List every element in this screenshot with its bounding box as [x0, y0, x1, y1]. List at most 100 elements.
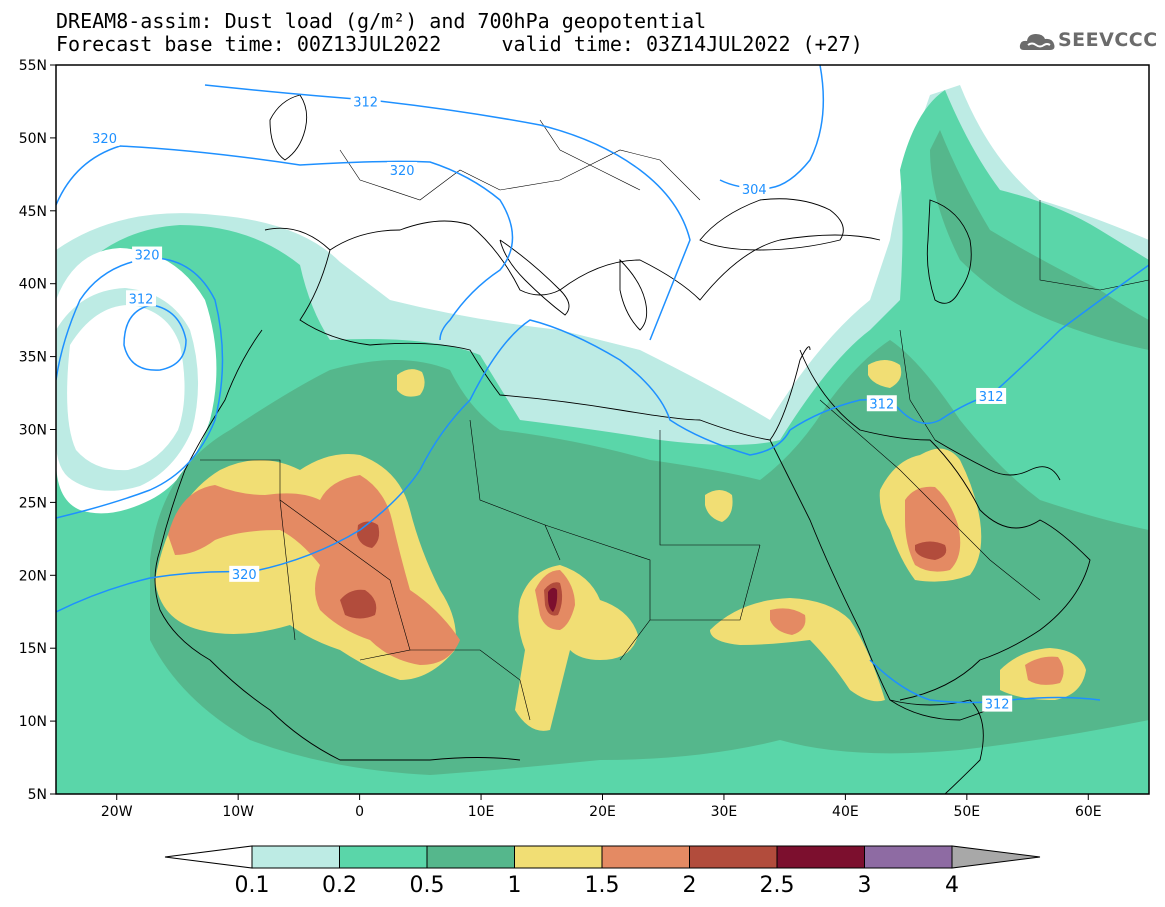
contour-label: 320 — [89, 129, 120, 147]
colorbar-swatch — [601, 845, 690, 869]
lat-tick-label: 40N — [19, 277, 47, 293]
border-europe-2 — [499, 149, 701, 201]
cloud-logo-icon — [1019, 34, 1055, 50]
contour-label: 312 — [866, 395, 897, 412]
lat-tick-label: 15N — [19, 641, 47, 657]
lon-tick-label: 60E — [1075, 804, 1102, 820]
latitude-axis: 55N 50N 45N 40N 35N 30N 25N 20N 15N 10N 5N — [19, 58, 56, 803]
colorbar-body — [164, 845, 1041, 869]
colorbar-under-triangle — [164, 845, 253, 869]
contour-320-atlantic — [56, 257, 224, 519]
colorbar-label: 1.5 — [585, 873, 620, 898]
colorbar-label: 0.1 — [235, 873, 270, 898]
colorbar-swatch — [776, 845, 865, 869]
border-chad — [544, 524, 651, 661]
chart-subtitle: Forecast base time: 00Z13JUL2022 valid t… — [56, 32, 863, 56]
coast-europe — [329, 220, 881, 301]
svg-text:312: 312 — [353, 95, 378, 110]
dust-band-1-spot3 — [868, 360, 902, 388]
contour-312-cyclone — [123, 304, 187, 371]
contour-label: 312 — [976, 387, 1007, 405]
dust-band-1.5-oman — [1025, 656, 1064, 685]
chart-title: DREAM8-assim: Dust load (g/m²) and 700hP… — [56, 9, 707, 33]
country-borders — [200, 119, 1149, 721]
coast-red-sea — [769, 439, 1011, 721]
colorbar-label: 0.5 — [410, 873, 445, 898]
lat-tick-label: 45N — [19, 204, 47, 220]
dust-band-2.5-chad — [548, 587, 558, 612]
contour-label: 320 — [229, 565, 260, 583]
seevccc-logo: SEEVCCC — [1018, 26, 1158, 56]
border-europe-1 — [339, 149, 501, 201]
colorbar-swatch — [426, 845, 515, 869]
coast-iberia-africa — [264, 227, 811, 441]
contour-label: 312 — [126, 290, 157, 307]
lat-tick-label: 35N — [19, 350, 47, 366]
lat-tick-label: 25N — [19, 495, 47, 511]
lat-tick-label: 5N — [28, 787, 47, 803]
contour-label: 304 — [739, 180, 770, 198]
dust-band-1-spot2 — [705, 490, 733, 522]
svg-text:320: 320 — [92, 132, 117, 147]
svg-text:312: 312 — [869, 397, 894, 412]
lon-tick-label: 20W — [101, 804, 133, 820]
contour-labels: 312 320 320 304 320 312 312 312 320 312 — [89, 93, 1013, 713]
colorbar-swatch — [251, 845, 340, 869]
svg-text:312: 312 — [129, 292, 154, 307]
coast-west-africa — [154, 329, 521, 761]
colorbar-over-triangle — [951, 845, 1041, 869]
coast-italy — [499, 239, 570, 316]
contour-320-north — [56, 145, 514, 341]
colorbar-label: 2.5 — [760, 873, 795, 898]
dust-band-2-niger — [340, 589, 377, 619]
dust-band-2-arabia — [915, 541, 947, 560]
border-sudan — [650, 544, 761, 621]
svg-text:312: 312 — [985, 698, 1010, 713]
dust-band-1.5-sudan — [770, 608, 806, 635]
colorbar-swatch — [864, 845, 953, 869]
colorbar-label: 1 — [508, 873, 522, 898]
border-central-asia — [1039, 200, 1149, 291]
longitude-axis: 20W 10W 0 10E 20E 30E 40E 50E 60E — [101, 794, 1102, 820]
coast-britain — [269, 94, 308, 161]
svg-text:320: 320 — [390, 164, 415, 179]
contour-label: 312 — [350, 93, 381, 110]
svg-text:320: 320 — [232, 568, 257, 583]
coast-persian-gulf — [934, 439, 1061, 481]
lon-tick-label: 10E — [468, 804, 495, 820]
lat-tick-label: 30N — [19, 423, 47, 439]
contour-label: 320 — [132, 246, 163, 264]
border-libya-egypt — [659, 430, 760, 546]
colorbar-swatch — [689, 845, 778, 869]
contour-320-south — [56, 319, 791, 613]
colorbar-label: 4 — [945, 873, 959, 898]
lon-tick-label: 0 — [355, 804, 364, 820]
coast-greece — [619, 258, 648, 331]
lon-tick-label: 20E — [589, 804, 616, 820]
colorbar-label: 0.2 — [322, 873, 357, 898]
border-iraq-iran — [899, 329, 936, 441]
coast-caspian — [926, 199, 972, 304]
lat-tick-label: 50N — [19, 131, 47, 147]
svg-text:320: 320 — [135, 249, 160, 264]
coast-arabia — [799, 349, 1091, 701]
colorbar-label: 3 — [858, 873, 872, 898]
border-mali — [279, 499, 411, 661]
lat-tick-label: 10N — [19, 714, 47, 730]
svg-text:312: 312 — [979, 390, 1004, 405]
contour-312-east — [789, 264, 1149, 431]
lon-tick-label: 50E — [953, 804, 980, 820]
contour-label: 312 — [982, 695, 1013, 713]
border-nigeria — [410, 649, 531, 721]
coast-horn-africa — [889, 699, 984, 794]
lat-tick-label: 20N — [19, 568, 47, 584]
lon-tick-label: 30E — [711, 804, 738, 820]
dust-band-1-sudan — [710, 598, 885, 702]
lon-tick-label: 40E — [832, 804, 859, 820]
coast-black-sea — [699, 198, 844, 251]
dust-band-0.5-caspian — [930, 130, 1149, 350]
svg-text:304: 304 — [742, 183, 767, 198]
dust-band-1-spot1 — [397, 369, 425, 397]
